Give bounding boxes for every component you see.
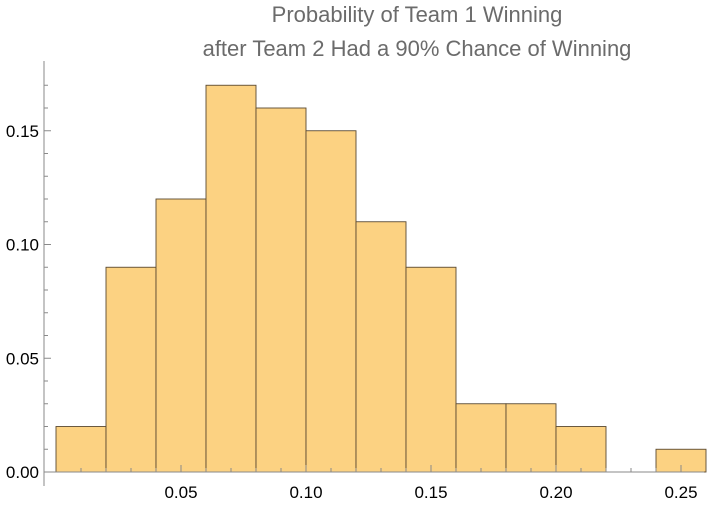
histogram-bar-10: [555, 426, 607, 473]
y-tick-label: 0.00: [6, 463, 39, 482]
histogram-bar-0: [55, 426, 107, 473]
histogram-bar-9: [505, 403, 557, 473]
histogram-bar-4: [255, 107, 307, 473]
histogram-bar-7: [405, 266, 457, 473]
y-tick-label: 0.15: [6, 122, 39, 141]
histogram-bar-5: [305, 130, 357, 473]
histogram-bar-2: [155, 198, 207, 473]
x-tick-label: 0.05: [164, 483, 197, 502]
x-tick-label: 0.20: [539, 483, 572, 502]
tick-labels-group: 0.05 0.10 0.15 0.20 0.25 0.00 0.05 0.10 0.15: [6, 122, 698, 502]
x-tick-label: 0.10: [289, 483, 322, 502]
x-tick-label: 0.15: [414, 483, 447, 502]
chart-subtitle: after Team 2 Had a 90% Chance of Winning: [202, 36, 632, 61]
x-tick-label: 0.25: [664, 483, 697, 502]
histogram-bar-8: [455, 403, 507, 473]
y-tick-label: 0.05: [6, 349, 39, 368]
chart-title: Probability of Team 1 Winning: [271, 2, 563, 27]
histogram-bar-6: [355, 221, 407, 473]
bars-group: [55, 84, 707, 473]
histogram-bar-3: [205, 84, 257, 473]
y-tick-label: 0.10: [6, 236, 39, 255]
histogram-bar-1: [105, 266, 157, 473]
axes-group: [43, 61, 704, 486]
